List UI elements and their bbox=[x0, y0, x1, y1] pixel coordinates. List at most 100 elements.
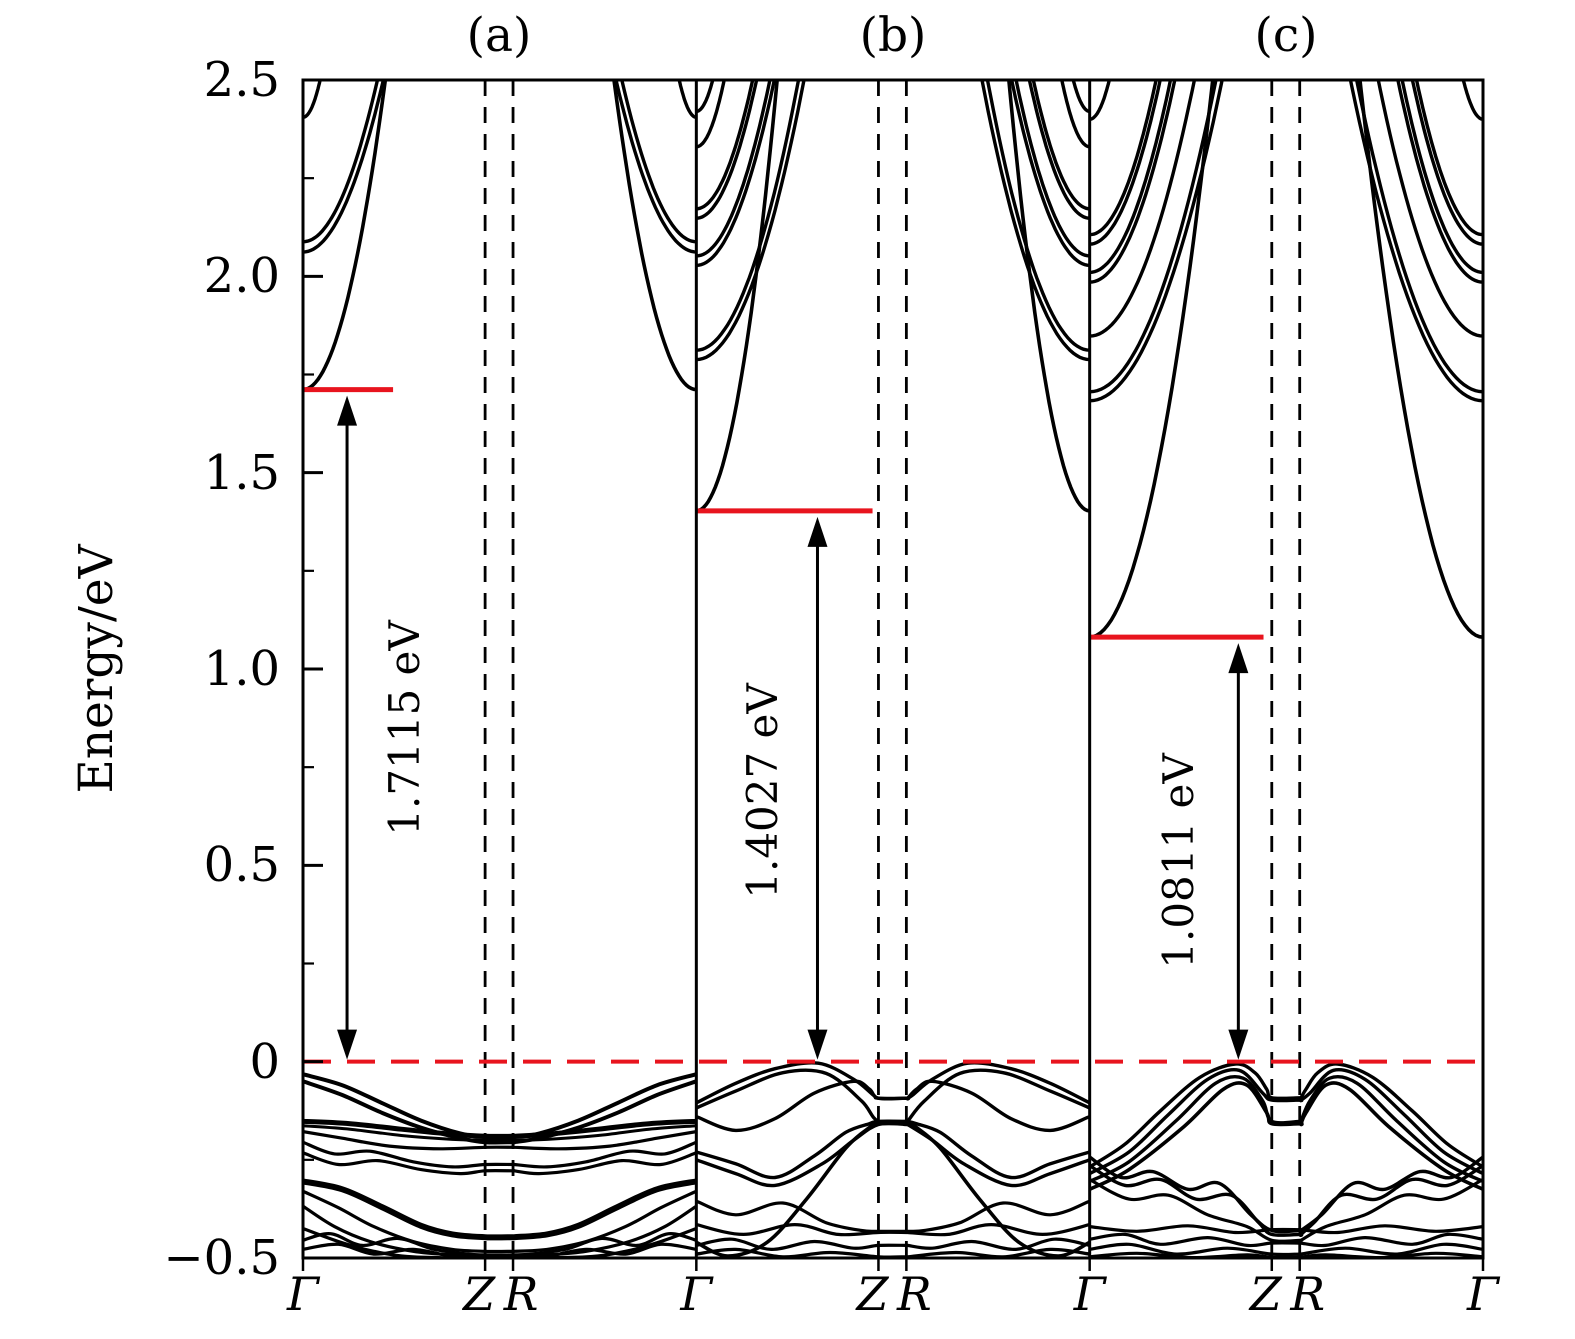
valence-band-curve bbox=[303, 1227, 697, 1258]
conduction-band-curve bbox=[1009, 80, 1090, 267]
y-tick-label: 2.0 bbox=[203, 248, 280, 305]
band-gap-value-b: 1.4027 eV bbox=[738, 682, 788, 899]
panel-a bbox=[303, 80, 697, 1258]
conduction-band-curve bbox=[303, 80, 388, 392]
conduction-band-curve bbox=[696, 80, 759, 220]
conduction-band-curve bbox=[1400, 80, 1483, 275]
band-gap-arrowhead-down bbox=[807, 1029, 828, 1060]
conduction-band-curve bbox=[1014, 80, 1090, 258]
conduction-band-curve bbox=[1354, 80, 1483, 394]
conduction-band-curve bbox=[1089, 80, 1215, 639]
valence-band-curve bbox=[696, 1121, 1090, 1258]
conduction-band-curve bbox=[1089, 80, 1158, 237]
conduction-band-curve bbox=[1007, 80, 1090, 513]
valence-band-curve bbox=[696, 1223, 1090, 1237]
panel-c-label: (c) bbox=[1254, 8, 1318, 63]
panel-c bbox=[1089, 80, 1483, 1258]
valence-band-curve bbox=[303, 1178, 697, 1241]
y-tick-label: 0 bbox=[249, 1033, 280, 1090]
conduction-band-curve bbox=[1031, 80, 1090, 211]
conduction-band-curve bbox=[696, 80, 726, 149]
band-gap-value-a: 1.7115 eV bbox=[380, 620, 430, 836]
conduction-band-curve bbox=[1089, 80, 1112, 121]
conduction-band-curve bbox=[612, 80, 697, 392]
valence-band-curve bbox=[1089, 1178, 1483, 1243]
band-gap-arrowhead-up bbox=[337, 395, 358, 426]
valence-band-curve bbox=[696, 1121, 1090, 1188]
band-gap-arrowhead-up bbox=[1228, 643, 1249, 674]
conduction-band-curve bbox=[980, 80, 1090, 362]
y-tick-label: 0.5 bbox=[203, 837, 280, 894]
y-tick-label: 1.0 bbox=[203, 641, 280, 697]
kpoint-label: Γ bbox=[1467, 1267, 1499, 1321]
valence-band-curve bbox=[696, 1237, 1090, 1252]
conduction-band-curve bbox=[985, 80, 1090, 352]
conduction-band-curve bbox=[1410, 80, 1483, 246]
kpoint-label: Z bbox=[856, 1267, 889, 1321]
valence-band-curve bbox=[1089, 1081, 1483, 1191]
valence-band-curve bbox=[303, 1079, 697, 1145]
valence-band-curve bbox=[1089, 1155, 1483, 1234]
conduction-band-curve bbox=[1414, 80, 1483, 237]
conduction-band-curve bbox=[1461, 80, 1483, 121]
conduction-band-curve bbox=[1089, 80, 1173, 275]
valence-band-curve bbox=[1089, 1062, 1483, 1169]
conduction-band-curve bbox=[696, 80, 801, 352]
band-gap-arrowhead-down bbox=[337, 1029, 358, 1060]
conduction-band-curve bbox=[696, 80, 777, 267]
conduction-band-curve bbox=[614, 80, 697, 254]
valence-band-curve bbox=[303, 1130, 697, 1151]
conduction-band-curve bbox=[1376, 80, 1483, 338]
valence-band-curve bbox=[1089, 1224, 1483, 1235]
valence-band-curve bbox=[696, 1079, 1090, 1133]
y-tick-label: −0.5 bbox=[163, 1230, 280, 1286]
conduction-band-curve bbox=[1060, 80, 1090, 149]
conduction-band-curve bbox=[696, 80, 806, 362]
conduction-band-curve bbox=[303, 80, 386, 254]
conduction-band-curve bbox=[696, 80, 755, 211]
valence-band-curve bbox=[303, 1232, 697, 1257]
conduction-band-curve bbox=[303, 80, 380, 244]
kpoint-label: Γ bbox=[1073, 1267, 1106, 1321]
conduction-band-curve bbox=[620, 80, 697, 244]
conduction-band-curve bbox=[677, 80, 697, 119]
kpoint-label: Z bbox=[463, 1267, 496, 1321]
conduction-band-curve bbox=[696, 80, 779, 513]
conduction-band-curve bbox=[1089, 80, 1224, 403]
valence-band-curve bbox=[1089, 1164, 1483, 1237]
valence-band-curve bbox=[303, 1189, 697, 1254]
panel-a-label: (a) bbox=[466, 8, 532, 63]
band-gap-value-c: 1.0811 eV bbox=[1153, 753, 1203, 970]
kpoint-label: R bbox=[503, 1267, 539, 1321]
band-gap-arrowhead-up bbox=[807, 516, 828, 547]
plot-border bbox=[301, 78, 1485, 1260]
valence-band-curve bbox=[303, 1118, 697, 1139]
valence-band-curve bbox=[303, 1151, 697, 1176]
valence-band-curve bbox=[1089, 1074, 1483, 1183]
kpoint-label: Γ bbox=[680, 1267, 713, 1321]
valence-band-curve bbox=[696, 1119, 1090, 1180]
valence-band-curve bbox=[1089, 1242, 1483, 1257]
valence-band-curve bbox=[696, 1068, 1090, 1125]
kpoint-label: R bbox=[1290, 1267, 1326, 1321]
conduction-band-curve bbox=[696, 80, 715, 114]
conduction-band-curve bbox=[1089, 80, 1218, 394]
conduction-band-curve bbox=[1027, 80, 1090, 220]
valence-band-curve bbox=[303, 1124, 697, 1142]
kpoint-label: Γ bbox=[287, 1267, 319, 1321]
conduction-band-curve bbox=[1348, 80, 1483, 403]
y-tick-label: 1.5 bbox=[203, 444, 280, 501]
kpoint-label: Z bbox=[1249, 1267, 1282, 1321]
conduction-band-curve bbox=[696, 80, 772, 258]
conduction-band-curve bbox=[1089, 80, 1177, 284]
valence-band-curve bbox=[303, 1140, 697, 1169]
valence-band-curve bbox=[1089, 1067, 1483, 1176]
conduction-band-curve bbox=[1089, 80, 1197, 338]
conduction-band-curve bbox=[1396, 80, 1483, 284]
conduction-band-curve bbox=[1089, 80, 1162, 246]
band-gap-arrowhead-down bbox=[1228, 1029, 1249, 1060]
valence-band-curve bbox=[1089, 1232, 1483, 1248]
panel-b-label: (b) bbox=[859, 8, 927, 63]
